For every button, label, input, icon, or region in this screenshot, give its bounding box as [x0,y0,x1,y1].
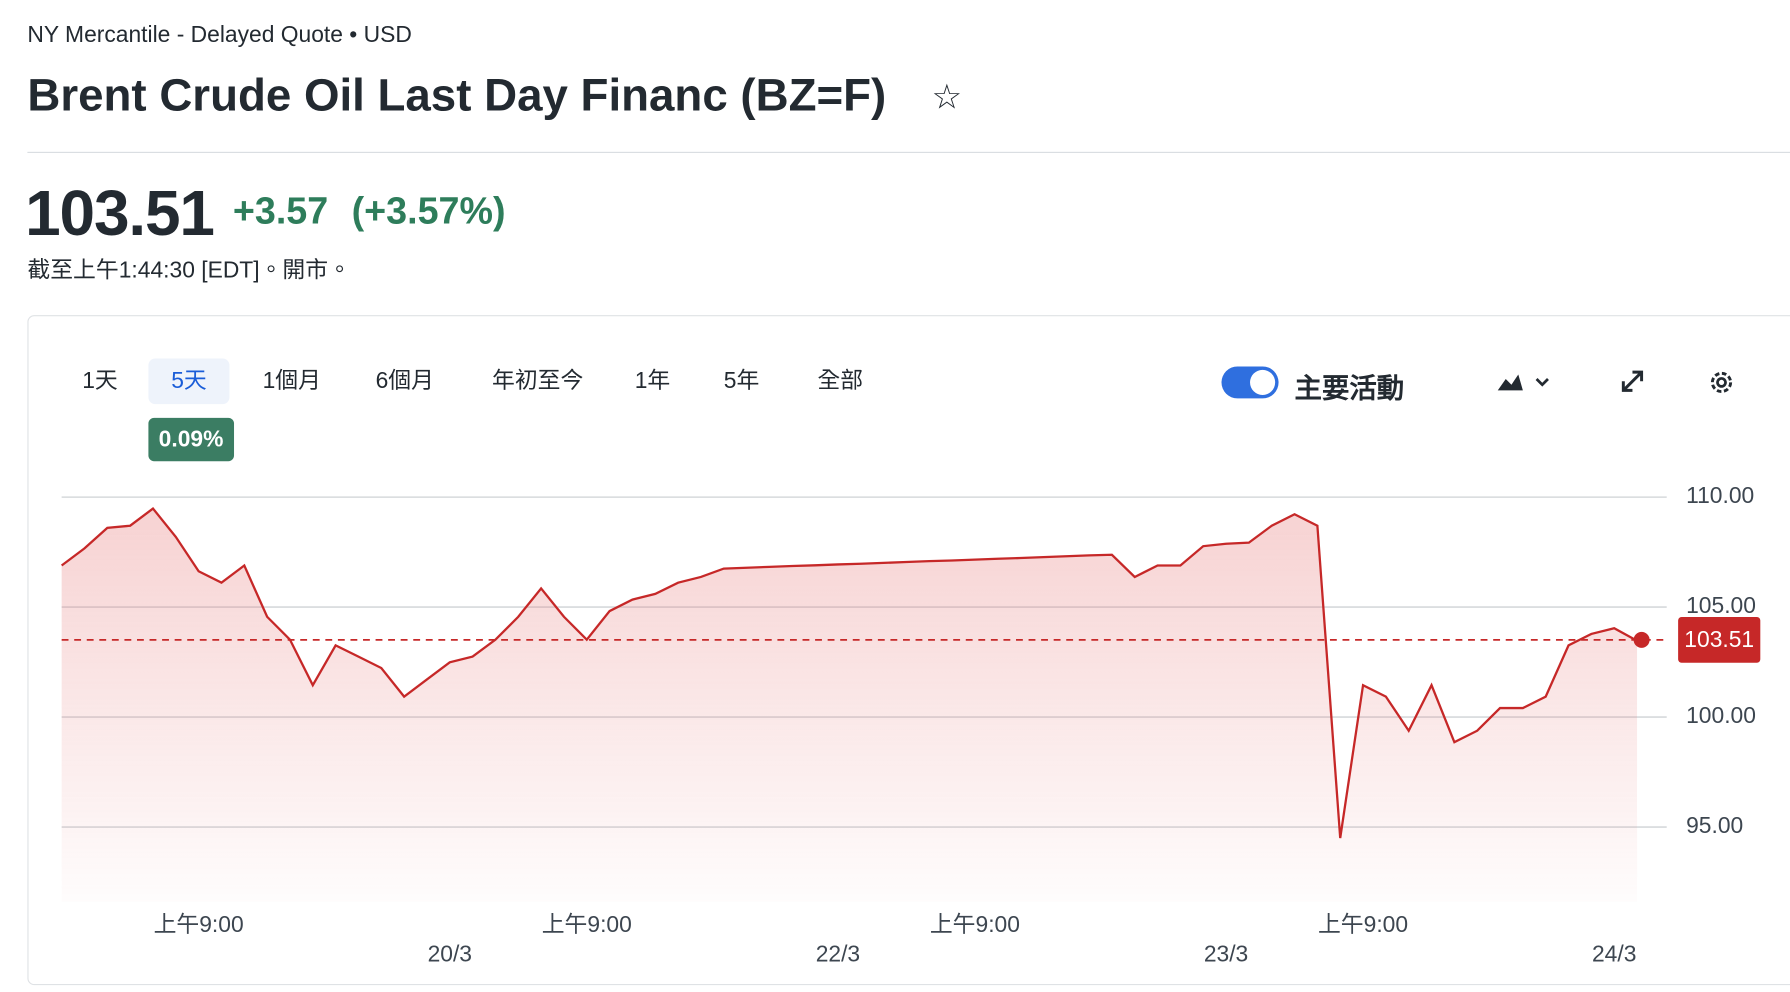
y-tick-label: 100.00 [1686,702,1756,728]
range-tab[interactable]: 6個月 [375,368,434,394]
last-price-badge [1678,617,1761,663]
price-change: +3.57 [232,189,329,232]
range-tab[interactable]: 5年 [723,368,760,394]
last-price: 103.51 [25,176,215,249]
fullscreen-button[interactable] [1619,368,1646,395]
last-price-label: 103.51 [1684,626,1754,652]
x-tick-label: 上午9:00 [154,911,244,937]
x-tick-label: 上午9:00 [1318,911,1408,937]
x-tick-label: 上午9:00 [542,911,632,937]
x-date-label: 24/3 [1592,941,1636,967]
x-date-label: 20/3 [428,941,472,967]
range-tab[interactable]: 5天 [148,358,230,405]
as-of-time: 截至上午1:44:30 [EDT]。開市。 [27,257,351,284]
y-tick-label: 110.00 [1686,482,1754,508]
toggle-label: 主要活動 [1294,373,1405,405]
y-tick-label: 105.00 [1686,592,1756,618]
range-tab[interactable]: 全部 [817,368,864,394]
last-price-dot [1633,631,1650,648]
range-change: 0.09% [148,417,234,462]
price-line [60,506,1638,839]
area-fill [61,508,1638,902]
x-date-label: 23/3 [1204,941,1248,967]
events-toggle[interactable] [1221,366,1279,399]
range-tab[interactable]: 1個月 [262,368,321,394]
quote-title: Brent Crude Oil Last Day Financ (BZ=F) [27,70,887,122]
chart-type-button[interactable] [1495,368,1559,398]
settings-button[interactable] [1707,368,1737,398]
range-tab[interactable]: 年初至今 [492,368,584,394]
range-tab[interactable]: 1年 [634,368,671,394]
toggle-knob [1250,369,1276,395]
price-change-percent: (+3.57%) [351,189,506,232]
range-tab[interactable]: 1天 [82,368,118,394]
watchlist-star[interactable]: ☆ [931,78,963,117]
x-tick-label: 上午9:00 [930,911,1020,937]
exchange-info: NY Mercantile - Delayed Quote • USD [27,22,412,48]
y-tick-label: 95.00 [1686,812,1743,838]
divider [27,151,1790,153]
chart-panel [27,315,1790,986]
x-date-label: 22/3 [816,941,860,967]
